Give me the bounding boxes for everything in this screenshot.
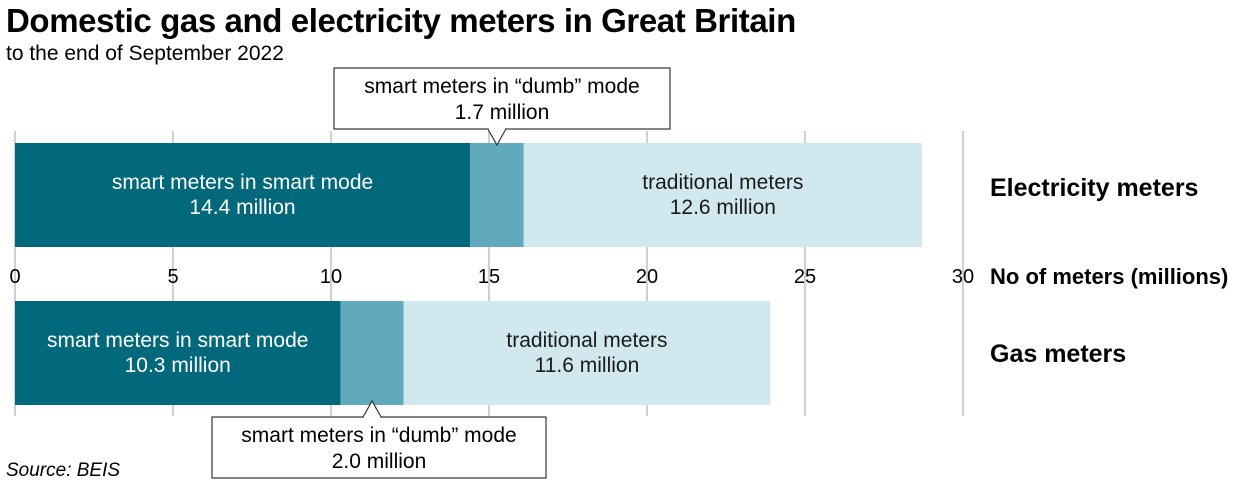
callout-label: smart meters in “dumb” mode <box>364 75 639 98</box>
segment-value: 12.6 million <box>670 196 776 219</box>
bar-segment <box>15 143 471 247</box>
x-tick-label: 10 <box>320 266 342 288</box>
chart-title: Domestic gas and electricity meters in G… <box>6 2 796 39</box>
callout-pointer <box>362 399 382 418</box>
bar-segment <box>403 301 771 405</box>
bar-segment <box>340 301 404 405</box>
callout-pointer <box>487 128 507 147</box>
segment-value: 11.6 million <box>535 354 640 377</box>
x-tick-label: 25 <box>794 266 816 288</box>
x-tick-label: 5 <box>167 266 178 288</box>
segment-label: smart meters in smart mode <box>112 171 373 194</box>
source-note: Source: BEIS <box>6 460 121 481</box>
bar-segment <box>523 143 922 247</box>
row-label: Electricity meters <box>990 174 1198 202</box>
row-label: Gas meters <box>990 340 1126 368</box>
bar-segment <box>15 301 341 405</box>
bar-segment <box>470 143 524 247</box>
segment-label: traditional meters <box>506 329 667 352</box>
segment-value: 10.3 million <box>125 354 231 377</box>
segment-label: smart meters in smart mode <box>47 329 308 352</box>
x-tick-label: 30 <box>952 266 974 288</box>
segment-label: traditional meters <box>642 171 803 194</box>
callout-box <box>333 67 671 130</box>
callout-value: 2.0 million <box>332 450 427 473</box>
callout-value: 1.7 million <box>455 101 550 124</box>
x-tick-label: 0 <box>9 266 20 288</box>
x-tick-label: 15 <box>478 266 500 288</box>
callout-box <box>211 416 547 479</box>
chart-subtitle: to the end of September 2022 <box>6 42 284 65</box>
x-tick-label: 20 <box>636 266 658 288</box>
x-axis-title: No of meters (millions) <box>990 264 1228 289</box>
callout-label: smart meters in “dumb” mode <box>241 424 516 447</box>
segment-value: 14.4 million <box>189 196 295 219</box>
